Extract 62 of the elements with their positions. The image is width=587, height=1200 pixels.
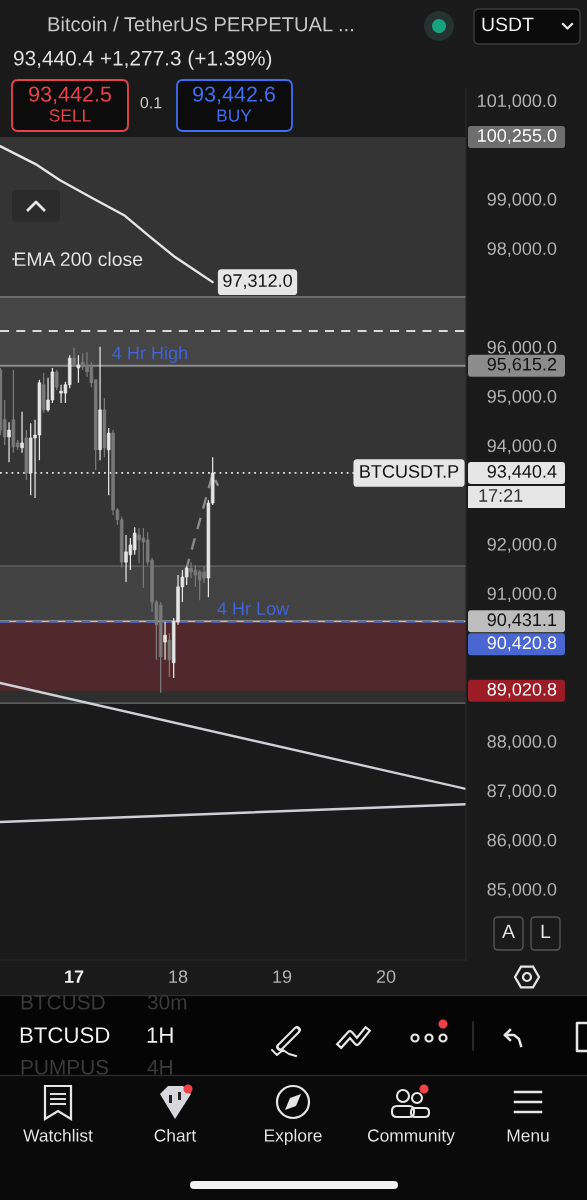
text: 93,440.4 +1,277.3 (+1.39%)	[13, 50, 272, 70]
candlestick	[72, 347, 76, 368]
text: L	[541, 924, 551, 939]
annotation: BUY	[217, 109, 252, 122]
y-tick-label: 92,000.0	[487, 537, 557, 553]
annotation: SELL	[49, 109, 91, 122]
annotation: 93,442.6	[193, 86, 275, 105]
candlestick	[141, 527, 146, 589]
candlestick	[193, 564, 198, 588]
candlestick	[54, 369, 59, 391]
text: BTCUSD	[20, 1027, 110, 1043]
ref-line-label: 93,440.4	[487, 465, 557, 480]
band-label: 89,020.8	[487, 682, 557, 698]
candlestick	[76, 354, 81, 384]
annotation: BTCUSDT.P	[360, 465, 459, 478]
candlestick	[197, 569, 202, 601]
ref-line-label: 90,431.1	[487, 613, 557, 629]
candlestick	[189, 561, 193, 579]
y-tick-label: 96,000.0	[487, 340, 557, 356]
x-tick-label: 17	[65, 970, 84, 983]
x-tick-label: 19	[273, 970, 292, 983]
annotation: 4 Hr Low	[217, 602, 290, 615]
y-tick-label: 91,000.0	[487, 587, 557, 603]
candlestick	[163, 621, 167, 661]
y-tick-label: 99,000.0	[487, 192, 557, 208]
y-tick-label: 87,000.0	[487, 784, 557, 800]
y-tick-label: 98,000.0	[487, 242, 557, 258]
data-label: 97,312.0	[223, 274, 292, 290]
ref-line-label: 95,615.2	[487, 357, 557, 373]
text: 1H	[147, 1027, 173, 1043]
annotation: 0.1	[140, 96, 162, 109]
y-tick-label: 94,000.0	[487, 439, 557, 455]
line-series	[0, 144, 214, 284]
text: Menu	[507, 1129, 549, 1142]
annotation: 93,442.5	[29, 86, 111, 105]
candlestick	[59, 384, 63, 404]
text: Explore	[264, 1128, 322, 1146]
annotation: 4 Hr High	[112, 346, 187, 363]
candlestick	[7, 421, 11, 463]
text: A	[502, 924, 515, 939]
y-tick-label: 85,000.0	[487, 882, 557, 898]
x-tick-label: 20	[376, 970, 396, 983]
y-tick-label: 86,000.0	[487, 833, 557, 849]
candlestick	[137, 527, 141, 564]
candlestick	[167, 632, 172, 678]
y-tick-label: 95,000.0	[487, 390, 557, 405]
candlestick	[184, 565, 189, 586]
text: Community	[367, 1128, 455, 1146]
x-tick-label: 18	[169, 970, 188, 983]
text: USDT	[482, 17, 534, 32]
text: 17:21	[479, 489, 523, 502]
text: Watchlist	[23, 1128, 93, 1142]
chart-title: Bitcoin / TetherUS PERPETUAL ...	[48, 16, 353, 32]
candlestick	[132, 526, 137, 556]
candlestick	[20, 411, 24, 454]
legend-label: EMA 200 close	[14, 251, 143, 267]
candlestick	[124, 534, 128, 583]
y-tick-label: 101,000.0	[478, 94, 557, 110]
band-label: 100,255.0	[478, 129, 557, 145]
text: Chart	[154, 1128, 197, 1142]
y-tick-label: 88,000.0	[487, 735, 557, 750]
ref-line-label: 90,420.8	[487, 636, 557, 652]
